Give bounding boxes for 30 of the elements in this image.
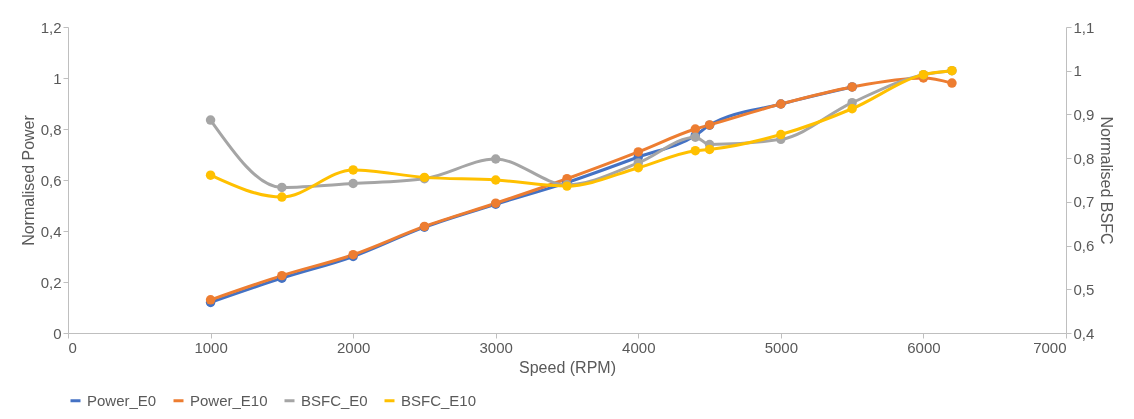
y-tick-label: 0,8 xyxy=(40,120,62,138)
y2-tick-label: 0,5 xyxy=(1073,280,1095,298)
y2-tick-label: 0,9 xyxy=(1073,105,1095,123)
y2-tick-label: 0,4 xyxy=(1073,324,1095,342)
x-tick-label: 6000 xyxy=(907,338,941,356)
y2-tick-label: 0,6 xyxy=(1073,237,1095,255)
y-tick-label: 1 xyxy=(53,69,62,87)
y2-tick-label: 0,7 xyxy=(1073,193,1095,211)
x-tick-label: 3000 xyxy=(479,338,513,356)
x-tick-label: 7000 xyxy=(1033,338,1067,356)
y2-tick-label: 1,1 xyxy=(1073,18,1095,36)
y-tick-label: 0 xyxy=(53,324,62,342)
y-tick-label: 0,6 xyxy=(40,171,62,189)
x-tick-label: 4000 xyxy=(622,338,656,356)
x-tick-label: 5000 xyxy=(764,338,799,356)
y-tick-label: 0,4 xyxy=(40,222,62,240)
y2-tick-label: 0,8 xyxy=(1073,149,1095,167)
y-tick-label: 1,2 xyxy=(40,18,62,36)
x-axis-title: Speed (RPM) xyxy=(519,358,616,376)
y2-axis-title: Normalised BSFC xyxy=(1098,116,1116,245)
y-axis-title: Normalised Power xyxy=(19,114,37,246)
legend-label: BSFC_E0 xyxy=(301,391,368,409)
y2-tick-label: 1 xyxy=(1073,62,1082,80)
x-tick-label: 0 xyxy=(68,338,77,356)
legend-label: Power_E0 xyxy=(87,391,157,409)
y-tick-label: 0,2 xyxy=(40,273,62,291)
legend-label: Power_E10 xyxy=(190,391,268,409)
x-tick-label: 1000 xyxy=(194,338,228,356)
x-tick-label: 2000 xyxy=(336,338,371,356)
legend-label: BSFC_E10 xyxy=(401,391,477,409)
